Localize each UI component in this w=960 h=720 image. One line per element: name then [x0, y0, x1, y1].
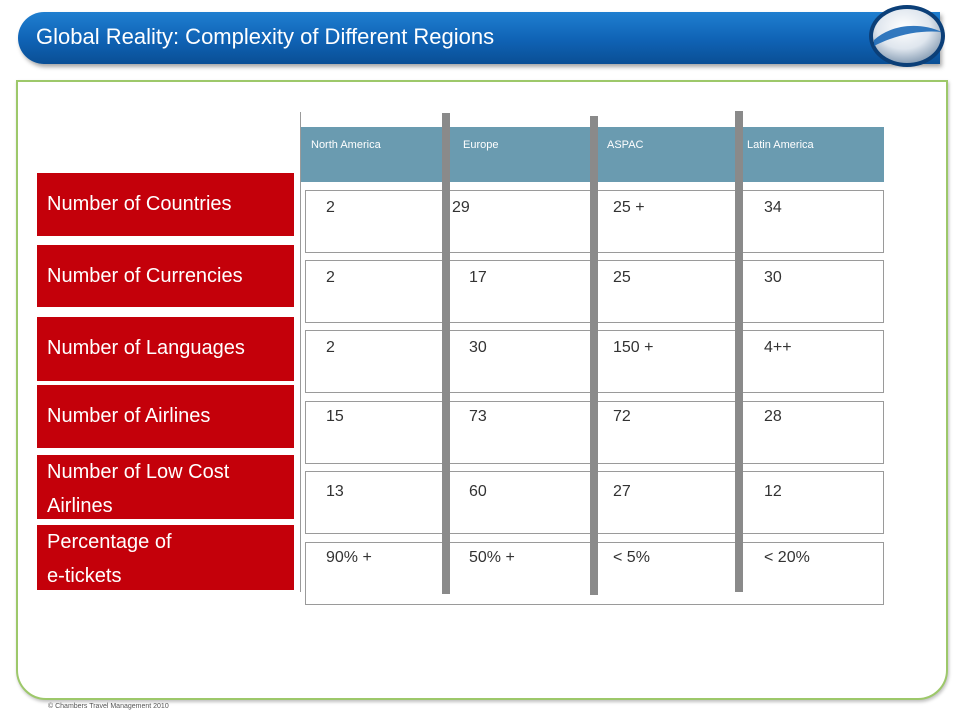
cell-latin-america: 34 — [764, 199, 782, 216]
column-header-latin-america: Latin America — [737, 127, 884, 182]
row-label-currencies: Number of Currencies — [37, 245, 294, 307]
label-divider — [300, 112, 301, 592]
cell-aspac: 27 — [613, 483, 631, 500]
footer-copyright: © Chambers Travel Management 2010 — [48, 703, 169, 710]
cell-aspac: < 5% — [613, 549, 650, 566]
column-header-europe: Europe — [453, 127, 597, 182]
cell-latin-america: 12 — [764, 483, 782, 500]
cell-latin-america: < 20% — [764, 549, 810, 566]
column-separator-bar — [590, 116, 598, 595]
cell-aspac: 72 — [613, 408, 631, 425]
row-label-text: Number of Currencies — [47, 265, 243, 287]
row-label-low-cost-airlines: Number of Low Cost Airlines — [37, 455, 294, 519]
title-banner — [18, 12, 940, 64]
cell-aspac: 25 — [613, 269, 631, 286]
cell-europe: 60 — [469, 483, 487, 500]
row-label-text: Percentage of — [47, 531, 172, 553]
row-label-text: Number of Low Cost — [47, 461, 230, 483]
row-label-e-tickets: Percentage of e-tickets — [37, 525, 294, 590]
row-label-text: e-tickets — [47, 565, 122, 587]
cell-north-america: 2 — [326, 199, 335, 216]
cell-latin-america: 30 — [764, 269, 782, 286]
row-label-languages: Number of Languages — [37, 317, 294, 381]
column-separator-bar — [735, 111, 743, 592]
cell-north-america: 90% + — [326, 549, 372, 566]
row-label-text: Airlines — [47, 495, 113, 517]
cell-aspac: 25 + — [613, 199, 645, 216]
cell-north-america: 2 — [326, 339, 335, 356]
column-header-aspac: ASPAC — [597, 127, 737, 182]
slide-title: Global Reality: Complexity of Different … — [36, 24, 495, 49]
row-label-text: Number of Airlines — [47, 405, 211, 427]
cell-north-america: 2 — [326, 269, 335, 286]
row-label-countries: Number of Countries — [37, 173, 294, 236]
column-header-north-america: North America — [301, 127, 453, 182]
cell-europe: 73 — [469, 408, 487, 425]
cell-aspac: 150 + — [613, 339, 654, 356]
cell-north-america: 13 — [326, 483, 344, 500]
cell-europe: 17 — [469, 269, 487, 286]
cell-europe: 29 — [452, 199, 470, 216]
row-label-text: Number of Countries — [47, 193, 232, 215]
cell-north-america: 15 — [326, 408, 344, 425]
column-separator-bar — [442, 113, 450, 594]
row-label-text: Number of Languages — [47, 337, 245, 359]
cell-europe: 50% + — [469, 549, 515, 566]
cell-europe: 30 — [469, 339, 487, 356]
globe-logo-icon — [869, 5, 945, 67]
cell-latin-america: 4++ — [764, 339, 792, 356]
cell-latin-america: 28 — [764, 408, 782, 425]
row-label-airlines: Number of Airlines — [37, 385, 294, 448]
